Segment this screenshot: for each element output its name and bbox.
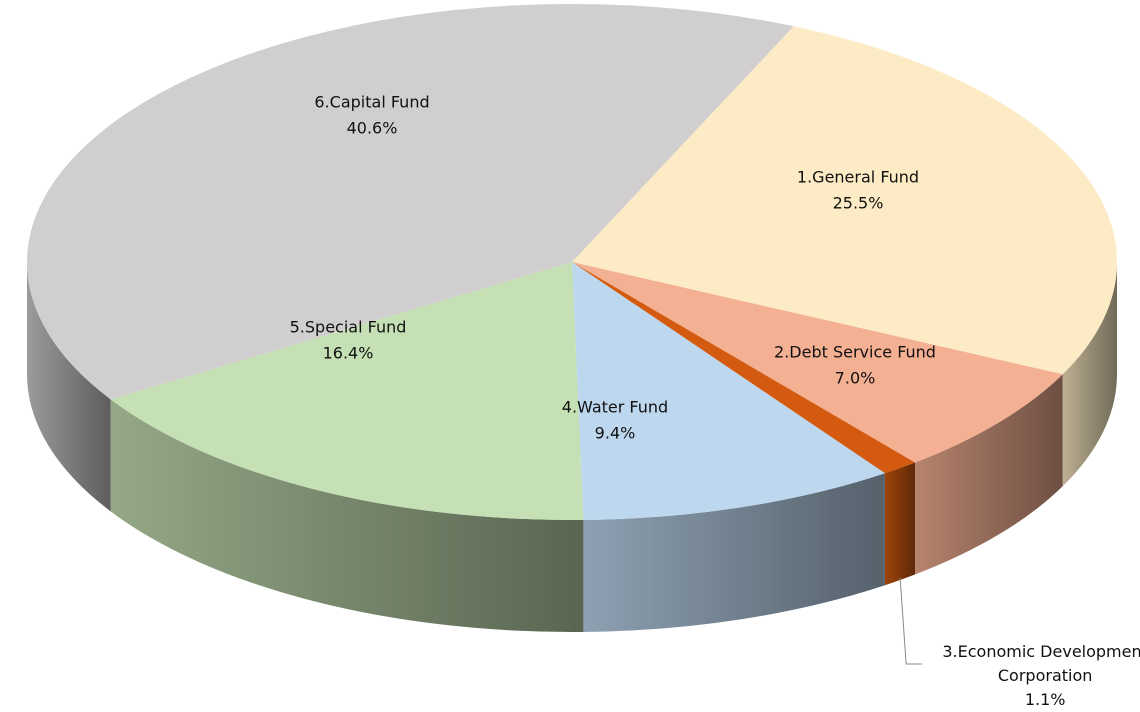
slice-value: 40.6% — [347, 119, 398, 138]
slice-value: 7.0% — [835, 369, 876, 388]
slice-label: 1.General Fund — [797, 168, 919, 187]
pie-side — [1062, 262, 1117, 487]
pie-slice — [110, 262, 584, 520]
slice-value: 9.4% — [595, 424, 636, 443]
pie-slice — [572, 262, 1063, 463]
pie-side — [884, 462, 915, 586]
pie-side — [914, 374, 1063, 575]
slice-value: 25.5% — [833, 194, 884, 213]
pie-side — [583, 473, 885, 632]
leader-line — [899, 577, 923, 665]
slice-label-box: 3.Economic Development Corporation 1.1% — [920, 640, 1140, 712]
slice-value: 16.4% — [323, 344, 374, 363]
slice-label: 4.Water Fund — [562, 398, 668, 417]
pie-slice — [572, 262, 915, 474]
slice-label: 3.Economic Development Corporation — [942, 641, 1140, 685]
slice-label: 6.Capital Fund — [314, 93, 429, 112]
pie-side — [27, 262, 111, 512]
slice-label: 2.Debt Service Fund — [774, 343, 936, 362]
pie-slice — [572, 262, 885, 520]
slice-label: 5.Special Fund — [290, 318, 407, 337]
slice-value: 1.1% — [1024, 689, 1066, 709]
pie-side — [110, 399, 584, 632]
pie-slice — [572, 26, 1117, 375]
pie-slice — [27, 3, 794, 400]
